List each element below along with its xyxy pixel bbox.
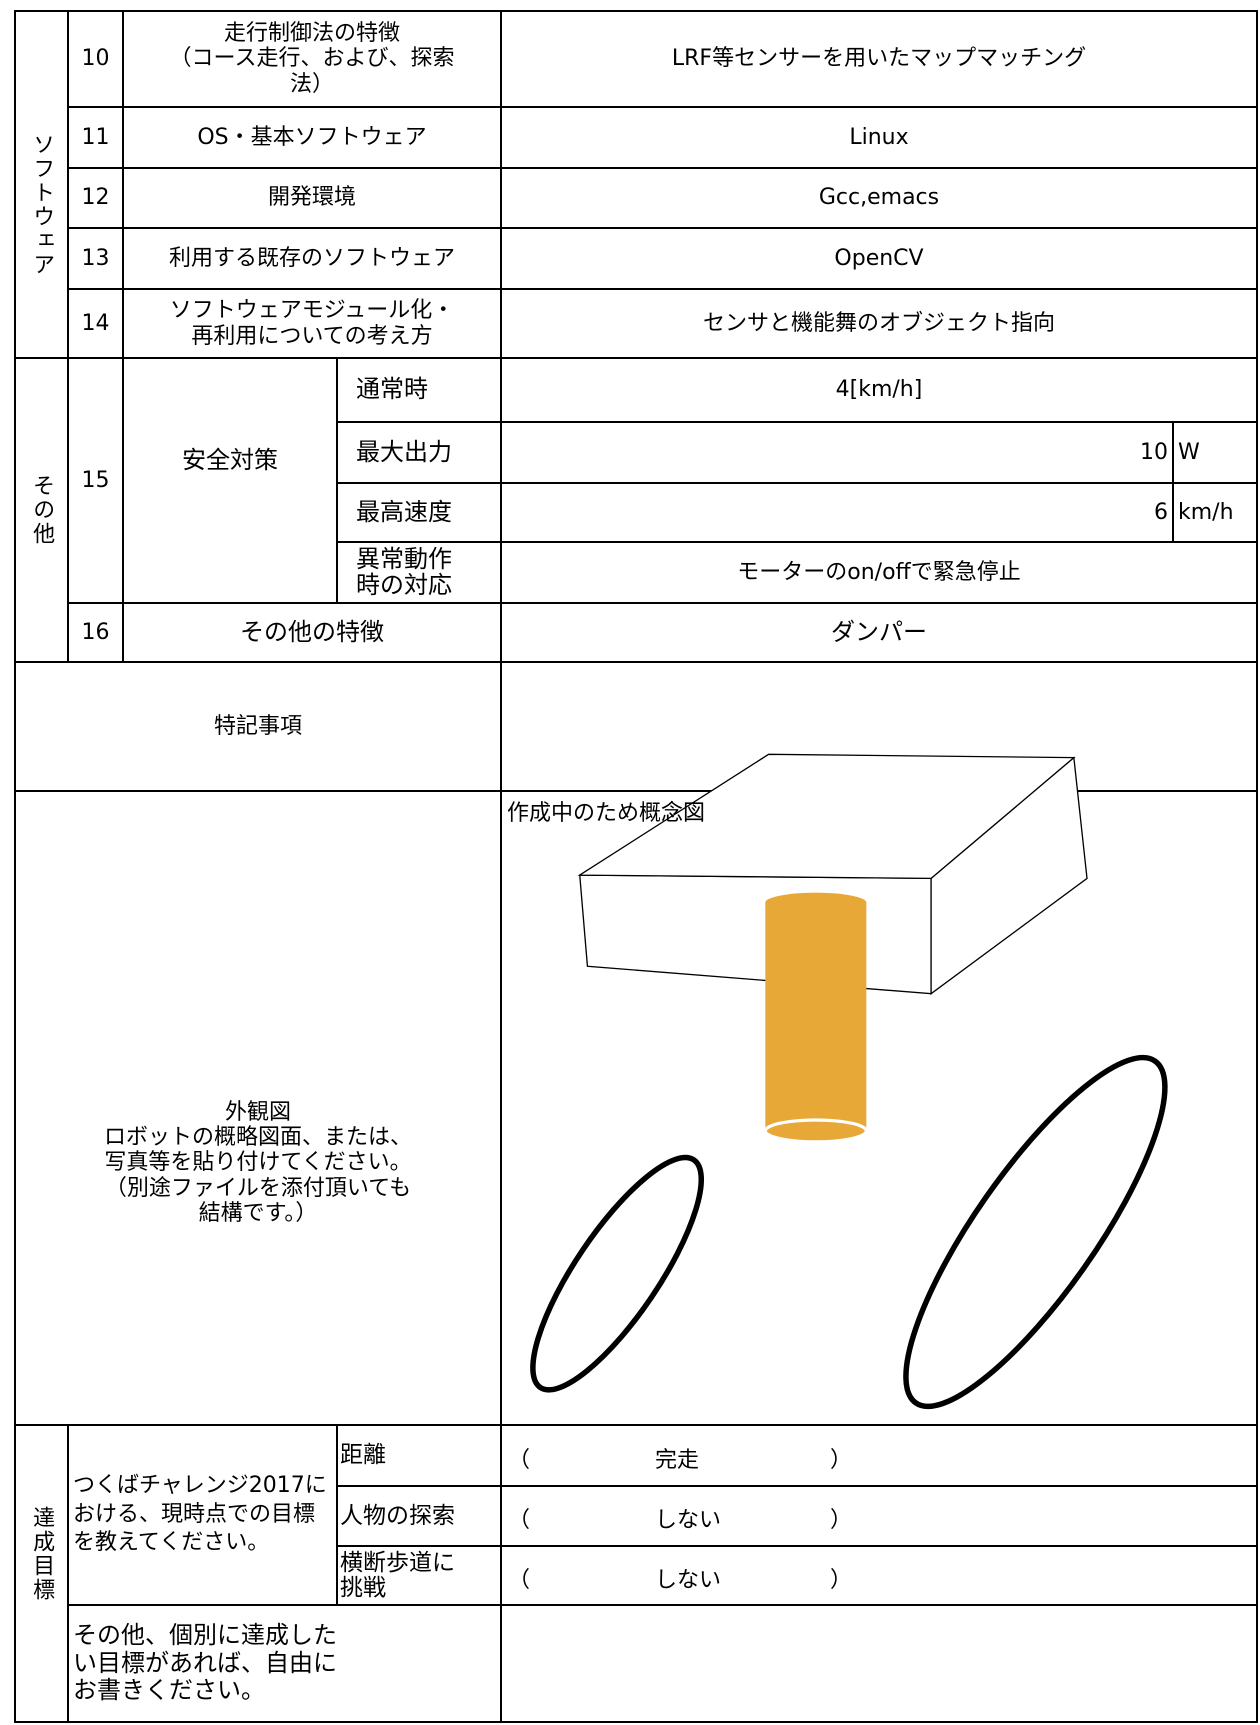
goal-question: つくばチャレンジ2017における、現時点での目標を教えてください。 bbox=[67, 1424, 338, 1606]
cylinder-top bbox=[765, 892, 867, 913]
image-caption: 作成中のため概念図 bbox=[507, 801, 706, 826]
cylinder bbox=[765, 902, 867, 1131]
paren-close: ） bbox=[830, 1508, 853, 1533]
paren-close: ） bbox=[830, 1567, 853, 1593]
cylinder-bottom bbox=[763, 1118, 868, 1144]
goal-value: 完走 bbox=[655, 1447, 700, 1473]
sub-label: 異常動作時の対応 bbox=[336, 541, 502, 604]
paren-close: ） bbox=[830, 1447, 853, 1473]
goal-value: しない bbox=[655, 1567, 722, 1593]
row-item: ソフトウェアモジュール化・ 再利用についての考え方 bbox=[122, 288, 502, 359]
box-top bbox=[577, 753, 1076, 880]
paren-open: （ bbox=[508, 1508, 531, 1533]
paren-open: （ bbox=[508, 1447, 531, 1473]
section-label: 達成目標 bbox=[14, 1424, 69, 1723]
right-wheel bbox=[903, 1054, 1168, 1410]
goal-value: しない bbox=[655, 1508, 722, 1533]
robot bbox=[530, 753, 1168, 1410]
box-front bbox=[579, 874, 932, 995]
row-number: 13 bbox=[67, 227, 124, 290]
goal-other: その他、個別に達成したい目標があれば、自由にお書きください。 bbox=[67, 1604, 502, 1723]
goal-other-value bbox=[500, 1604, 1258, 1723]
paren-open: （ bbox=[508, 1567, 531, 1593]
left-wheel bbox=[530, 1154, 705, 1393]
row-item: 走行制御法の特徴 （コース走行、および、探索法） bbox=[122, 10, 502, 108]
